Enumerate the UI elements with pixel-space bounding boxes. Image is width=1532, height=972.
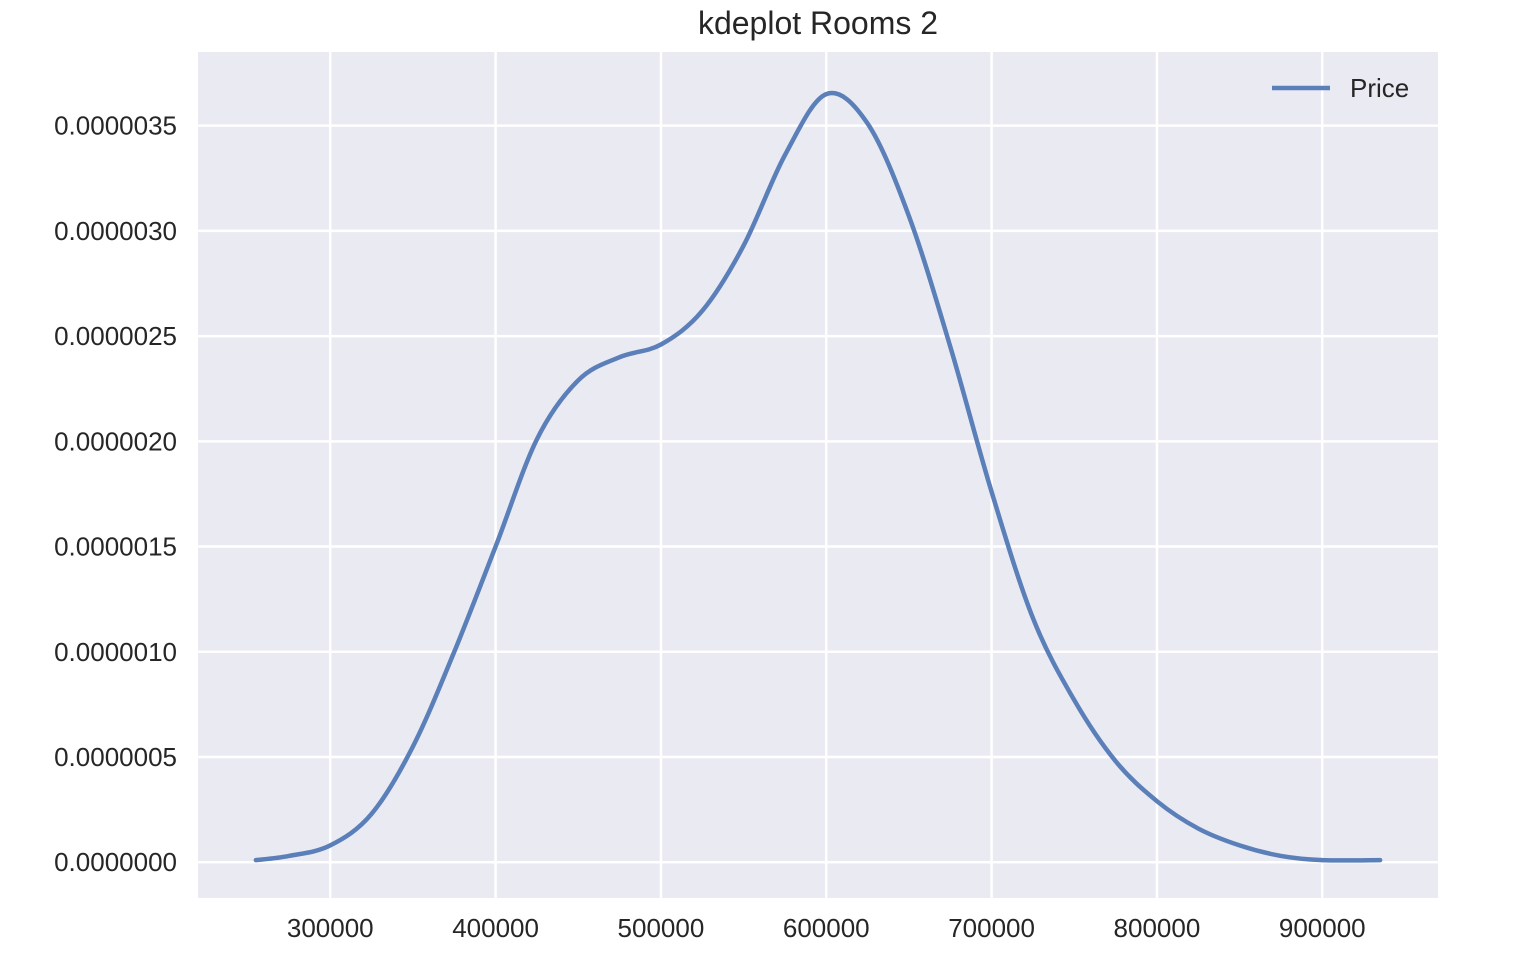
y-tick-labels: 0.0000000 0.0000005 0.0000010 0.0000015 0.00…	[54, 111, 177, 878]
legend: Price	[1272, 73, 1409, 103]
x-tick-label: 300000	[287, 913, 374, 943]
y-tick-label: 0.0000010	[54, 637, 177, 667]
y-tick-label: 0.0000035	[54, 111, 177, 141]
x-tick-label: 600000	[783, 913, 870, 943]
chart-title: kdeplot Rooms 2	[698, 5, 938, 41]
y-tick-label: 0.0000015	[54, 532, 177, 562]
x-tick-label: 400000	[452, 913, 539, 943]
y-tick-label: 0.0000005	[54, 742, 177, 772]
x-tick-label: 800000	[1114, 913, 1201, 943]
x-tick-label: 700000	[948, 913, 1035, 943]
series-line-price	[253, 90, 1383, 863]
x-tick-label: 500000	[618, 913, 705, 943]
legend-label-price: Price	[1350, 73, 1409, 103]
series-layer	[253, 90, 1383, 863]
plot-area	[198, 52, 1438, 898]
y-tick-label: 0.0000030	[54, 216, 177, 246]
y-tick-label: 0.0000020	[54, 426, 177, 456]
x-tick-label: 900000	[1279, 913, 1366, 943]
grid-lines	[198, 52, 1438, 898]
y-tick-label: 0.0000025	[54, 321, 177, 351]
y-tick-label: 0.0000000	[54, 847, 177, 877]
x-tick-labels: 300000 400000 500000 600000 700000 800000 9000…	[287, 913, 1366, 943]
